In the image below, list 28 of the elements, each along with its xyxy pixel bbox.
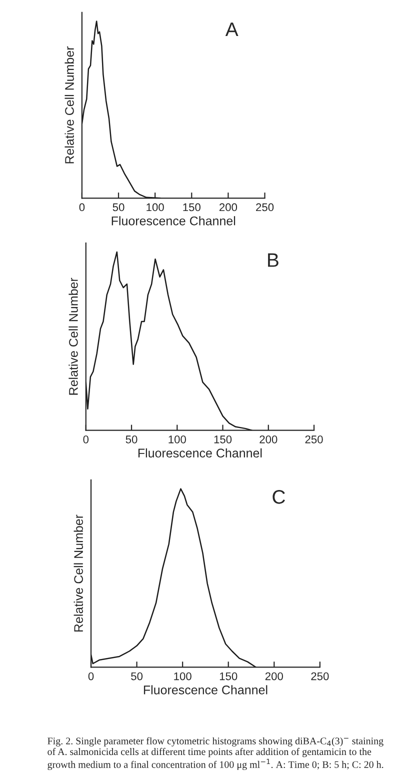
annotation: A <box>225 22 238 36</box>
y-axis-title: Relative Cell Number <box>64 46 74 164</box>
x-tick-label: 0 <box>88 672 94 680</box>
x-tick-label: 0 <box>79 203 85 212</box>
x-tick-label: 150 <box>214 436 232 444</box>
x-tick-label: 50 <box>112 203 124 212</box>
y-axis-title: Relative Cell Number <box>68 278 78 395</box>
annotation: C <box>272 490 286 504</box>
x-tick-label: 100 <box>168 436 186 444</box>
x-tick-label: 200 <box>219 203 238 212</box>
x-tick-label: 150 <box>183 203 200 212</box>
x-tick-label: 0 <box>83 436 89 444</box>
x-tick-label: 100 <box>146 203 164 212</box>
x-tick-label: 200 <box>260 436 278 444</box>
x-tick-label: 250 <box>256 203 274 212</box>
x-tick-label: 50 <box>131 672 143 680</box>
x-tick-label: 150 <box>220 672 238 680</box>
x-tick-label: 250 <box>305 436 323 444</box>
x-axis-title: Fluorescence Channel <box>144 685 268 694</box>
x-tick-label: 250 <box>311 672 329 680</box>
x-tick-label: 100 <box>174 672 192 680</box>
x-axis-title: Fluorescence Channel <box>138 448 262 458</box>
text: Fig. 2. Single parameter flow cytometric histograms showing diBA-C$_{4}$(3)$^{−}$ staining of A. salmonicida cells at different time points after addition of gentamicin to the growth medium to a final concentration of 100 μg ml$^{−1}$. A: Time 0; B: 5 h; C: 20 h. <box>48 737 384 770</box>
y-axis-title: Relative Cell Number <box>74 514 83 632</box>
annotation: B <box>268 253 278 267</box>
x-axis-title: Fluorescence Channel <box>112 216 236 226</box>
x-tick-label: 50 <box>126 436 138 444</box>
x-tick-label: 200 <box>265 672 283 680</box>
